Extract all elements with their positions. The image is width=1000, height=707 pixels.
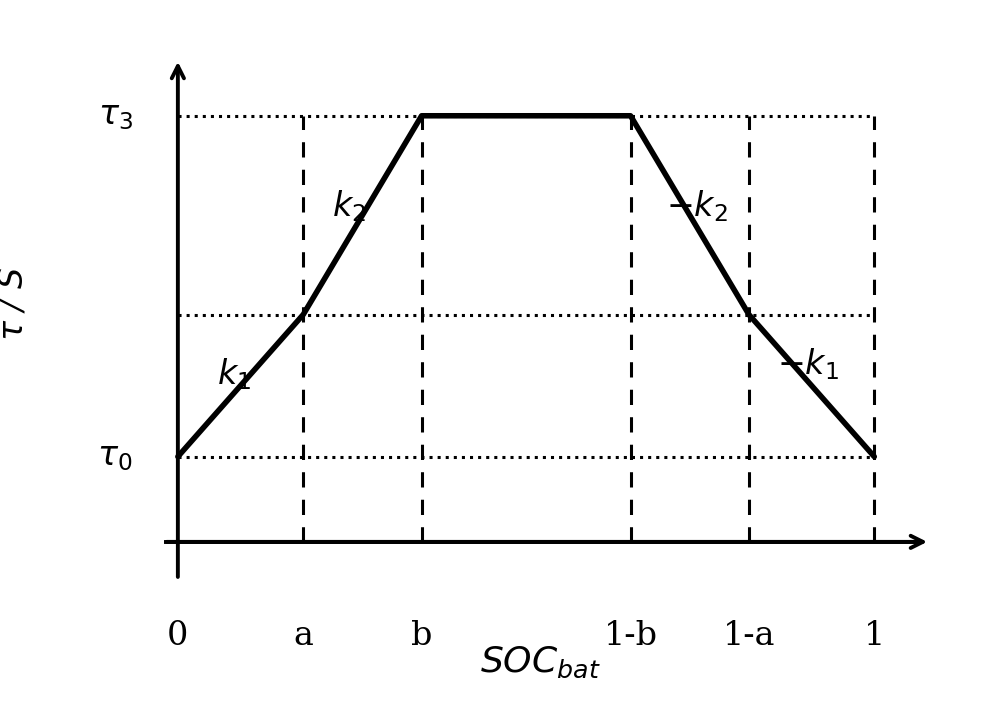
Text: b: b (411, 619, 432, 652)
Text: $SOC_{bat}$: $SOC_{bat}$ (480, 644, 600, 679)
Text: $k_2$: $k_2$ (332, 188, 365, 223)
Text: $\tau_3$: $\tau_3$ (98, 99, 133, 132)
Text: $\tau$ / $S$: $\tau$ / $S$ (0, 267, 30, 341)
Text: $-k_2$: $-k_2$ (666, 188, 728, 223)
Text: 1-b: 1-b (604, 619, 658, 652)
Text: $\tau_0$: $\tau_0$ (97, 440, 133, 473)
Text: $k_1$: $k_1$ (217, 356, 251, 392)
Text: 1: 1 (864, 619, 885, 652)
Text: a: a (293, 619, 313, 652)
Text: 1-a: 1-a (723, 619, 775, 652)
Text: 0: 0 (167, 619, 189, 652)
Text: $-k_1$: $-k_1$ (777, 346, 839, 382)
